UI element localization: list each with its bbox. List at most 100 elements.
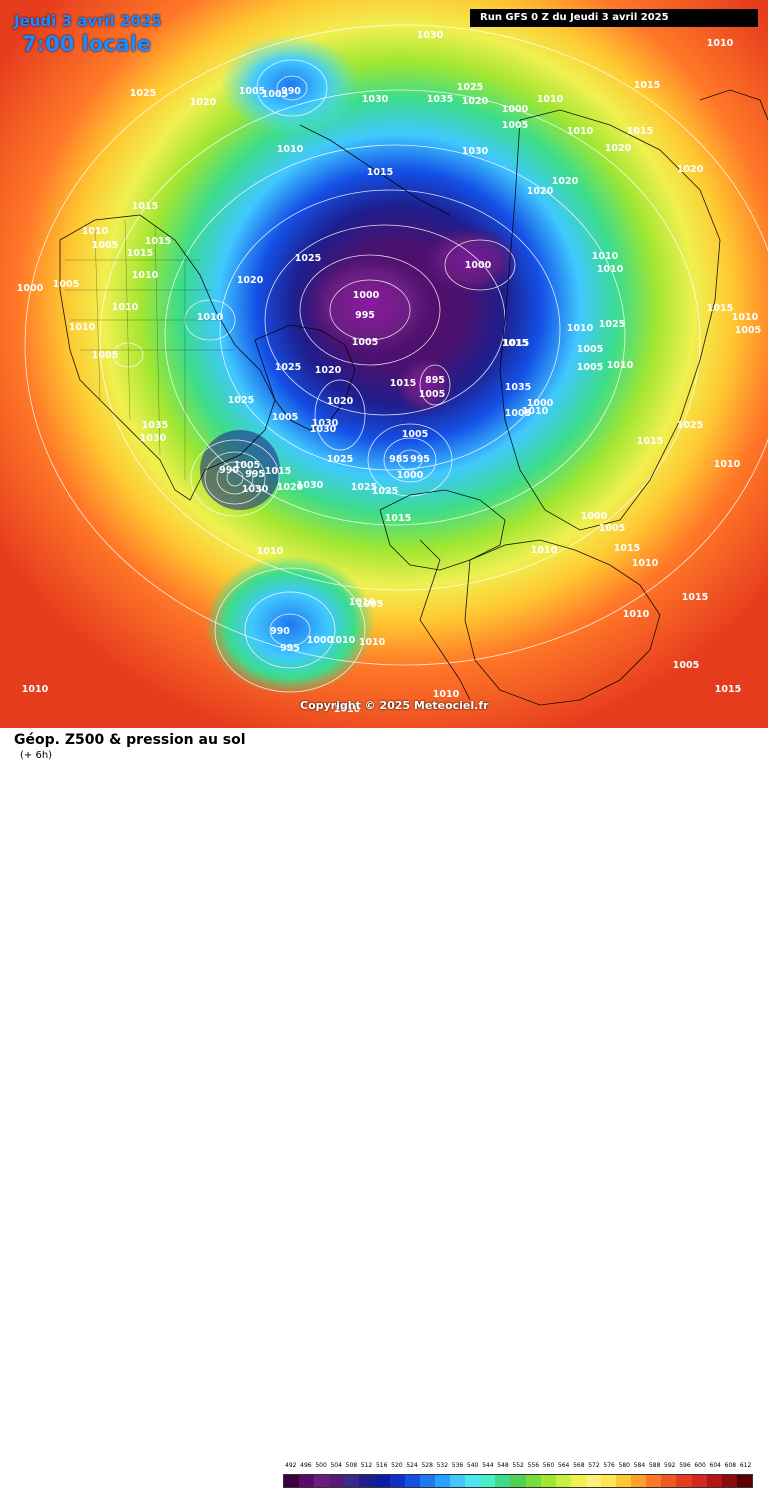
legend-tick-label: 520 (391, 1462, 403, 1469)
pressure-label: 1035 (427, 94, 453, 105)
pressure-label: 1030 (462, 146, 489, 157)
pressure-label: 1015 (715, 684, 741, 695)
pressure-label: 1010 (359, 637, 386, 648)
legend-swatch (600, 1475, 617, 1487)
pressure-label: 1000 (502, 104, 529, 115)
pressure-label: 1015 (503, 338, 529, 349)
pressure-label: 1010 (112, 302, 139, 313)
pressure-label: 1005 (352, 337, 378, 348)
legend-swatch (736, 1475, 752, 1487)
legend-tick-label: 560 (542, 1462, 555, 1469)
legend-swatch (691, 1475, 707, 1487)
pressure-label: 1015 (627, 126, 653, 137)
pressure-label: 1020 (237, 275, 264, 286)
pressure-label: 995 (245, 469, 265, 480)
map-date-title: Jeudi 3 avril 2025 (14, 12, 162, 30)
legend-swatch (585, 1475, 601, 1487)
map-footer: Géop. Z500 & pression au sol (+ 6h) 492 4… (0, 728, 768, 1488)
pressure-label: 1020 (190, 97, 217, 108)
legend-tick-labels: 492 496 500 504 508 512 516 520 524 528 532 536 540 5… (283, 1462, 753, 1472)
legend-swatch (299, 1475, 315, 1487)
pressure-label: 1010 (349, 597, 376, 608)
pressure-label: 1005 (92, 240, 118, 251)
legend-swatch (314, 1475, 330, 1487)
legend-swatch (465, 1475, 481, 1487)
pressure-label: 1005 (272, 412, 298, 423)
pressure-label: 990 (281, 86, 301, 97)
pressure-label: 1005 (419, 389, 445, 400)
pressure-label: 1010 (522, 406, 549, 417)
map-graphic: 1030 1010 1025 1020 1005 1005 990 1025 1035 1030 1… (0, 0, 768, 728)
pressure-label: 1000 (307, 635, 334, 646)
pressure-label: 1005 (402, 429, 428, 440)
legend-tick-label: 528 (421, 1462, 433, 1469)
weather-map: 1030 1010 1025 1020 1005 1005 990 1025 1035 1030 1… (0, 0, 768, 728)
legend-swatch (404, 1475, 420, 1487)
pressure-label: 1005 (577, 344, 603, 355)
pressure-label: 1010 (632, 558, 659, 569)
legend-tick-label: 492 (285, 1462, 297, 1469)
copyright-notice: Copyright © 2025 Meteociel.fr (300, 699, 489, 712)
pressure-label: 1035 (142, 420, 168, 431)
pressure-label: 1010 (597, 264, 624, 275)
pressure-label: 1010 (531, 545, 558, 556)
legend-swatch (525, 1475, 541, 1487)
pressure-label: 1010 (433, 689, 460, 700)
legend-tick-label: 540 (466, 1462, 479, 1469)
pressure-label: 1015 (682, 592, 708, 603)
legend-tick-label: 564 (557, 1462, 570, 1469)
pressure-label: 1010 (22, 684, 49, 695)
pressure-label: 985 (389, 454, 409, 465)
legend-tick-label: 512 (360, 1462, 373, 1469)
pressure-label: 1030 (140, 433, 167, 444)
pressure-label: 1005 (502, 120, 528, 131)
legend-swatch (434, 1475, 451, 1487)
pressure-label: 1005 (577, 362, 603, 373)
forecast-offset: (+ 6h) (20, 750, 53, 761)
pressure-label: 1010 (197, 312, 224, 323)
pressure-label: 1005 (92, 350, 118, 361)
legend-tick-label: 608 (724, 1462, 737, 1469)
pressure-label: 1015 (127, 248, 153, 259)
legend-tick-label: 584 (633, 1462, 646, 1469)
pressure-label: 1010 (714, 459, 741, 470)
legend-tick-label: 568 (573, 1462, 585, 1469)
map-product-title: Géop. Z500 & pression au sol (14, 732, 246, 748)
pressure-label: 1010 (132, 270, 159, 281)
isobar-labels: 1030 1010 1025 1020 1005 1005 990 1025 1035 1030 1… (17, 30, 761, 715)
pressure-label: 1015 (132, 201, 158, 212)
legend-swatch (495, 1475, 511, 1487)
pressure-label: 1025 (457, 82, 483, 93)
pressure-label: 1010 (257, 546, 284, 557)
pressure-label: 1025 (327, 454, 353, 465)
pressure-label: 1010 (607, 360, 634, 371)
legend-tick-label: 548 (497, 1462, 509, 1469)
pressure-label: 1015 (367, 167, 393, 178)
legend-swatch (555, 1475, 571, 1487)
pressure-label: 995 (410, 454, 430, 465)
pressure-label: 1010 (69, 322, 96, 333)
pressure-label: 1020 (527, 186, 554, 197)
legend-tick-label: 500 (315, 1462, 327, 1469)
pressure-label: 1020 (677, 164, 704, 175)
color-legend (283, 1474, 753, 1488)
pressure-label: 1010 (82, 226, 109, 237)
pressure-label: 1010 (537, 94, 564, 105)
pressure-label: 1010 (567, 126, 594, 137)
pressure-label: 1025 (130, 88, 156, 99)
pressure-label: 1015 (637, 436, 663, 447)
legend-tick-label: 596 (679, 1462, 691, 1469)
pressure-label: 1010 (329, 635, 356, 646)
legend-swatch (419, 1475, 435, 1487)
legend-tick-label: 544 (482, 1462, 494, 1469)
pressure-label: 1000 (353, 290, 380, 301)
pressure-label: 1000 (465, 260, 492, 271)
pressure-label: 1010 (334, 704, 361, 715)
pressure-label: 1015 (390, 378, 416, 389)
legend-swatch (616, 1475, 632, 1487)
pressure-label: 1025 (677, 420, 703, 431)
pressure-label: 1030 (242, 484, 269, 495)
pressure-label: 1030 (362, 94, 389, 105)
pressure-label: 1000 (397, 470, 424, 481)
legend-swatch (374, 1475, 390, 1487)
